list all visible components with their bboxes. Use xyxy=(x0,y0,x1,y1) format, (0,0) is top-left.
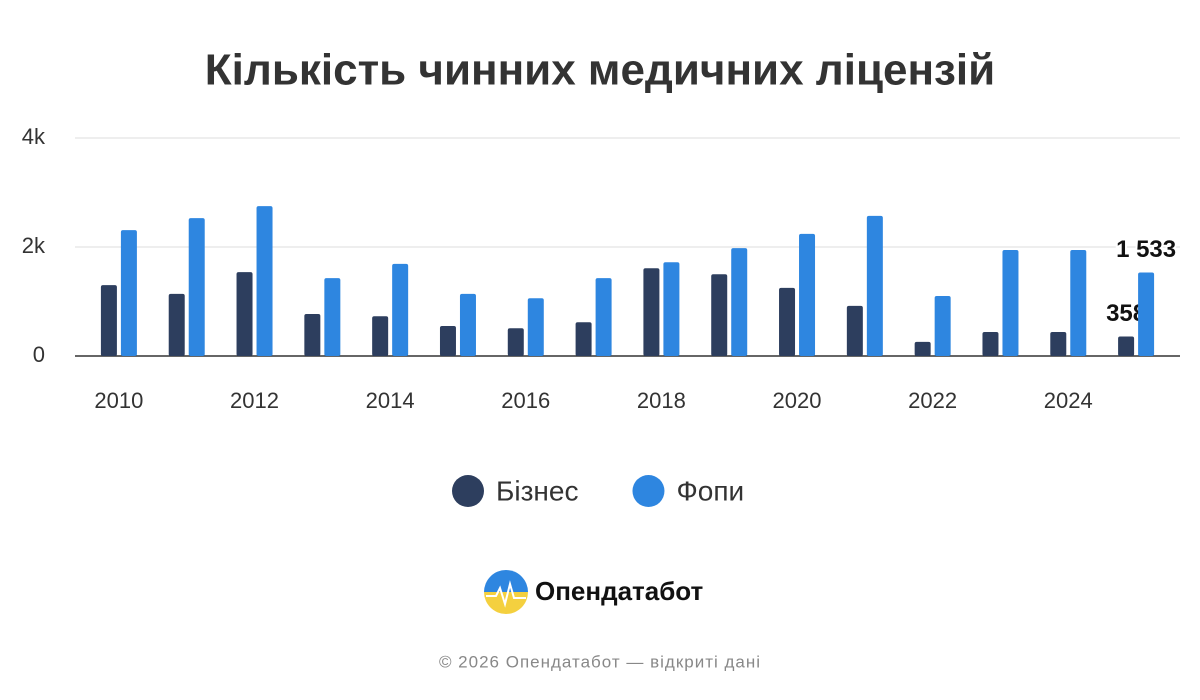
bar xyxy=(799,233,816,356)
x-tick-label: 2020 xyxy=(773,388,822,413)
bar xyxy=(188,218,205,356)
bar xyxy=(236,272,253,356)
x-tick-label: 2022 xyxy=(908,388,957,413)
value-label: 1 533 xyxy=(1116,236,1176,263)
logo xyxy=(484,570,528,614)
bar xyxy=(934,296,951,356)
chart-title: Кількість чинних медичних ліцензій xyxy=(205,46,995,95)
bar xyxy=(392,263,409,356)
bar xyxy=(779,287,796,356)
bar xyxy=(439,326,456,356)
bar xyxy=(100,285,117,356)
x-tick-label: 2024 xyxy=(1044,388,1093,413)
x-tick-label: 2014 xyxy=(366,388,415,413)
bar xyxy=(731,248,748,356)
legend-label: Фопи xyxy=(676,475,744,506)
y-tick-label: 0 xyxy=(33,342,45,367)
y-tick-label: 4k xyxy=(22,124,46,149)
bar xyxy=(711,274,728,356)
bar xyxy=(846,305,863,356)
bar xyxy=(256,206,273,356)
bar xyxy=(1070,249,1087,356)
legend-marker xyxy=(452,475,484,507)
bar xyxy=(1050,332,1067,356)
x-tick-label: 2012 xyxy=(230,388,279,413)
bar xyxy=(575,322,592,356)
bar xyxy=(527,298,544,356)
bar xyxy=(982,332,999,356)
bar xyxy=(324,278,341,356)
footer: © 2026 Опендатабот — відкриті дані xyxy=(439,652,761,671)
bar xyxy=(1138,272,1155,356)
bar xyxy=(304,314,321,356)
bar xyxy=(643,268,660,356)
bar xyxy=(168,293,185,356)
bar xyxy=(595,278,612,356)
bar xyxy=(459,293,476,356)
bar xyxy=(120,230,137,356)
legend-label: Бізнес xyxy=(496,475,578,506)
bar xyxy=(1002,249,1019,356)
x-tick-label: 2018 xyxy=(637,388,686,413)
bar xyxy=(866,215,883,356)
bar xyxy=(914,341,931,356)
bar xyxy=(1118,336,1135,356)
legend-marker xyxy=(632,475,665,507)
bar xyxy=(372,316,389,356)
bar xyxy=(663,262,680,356)
x-tick-label: 2016 xyxy=(501,388,550,413)
bar xyxy=(507,328,524,356)
brand: Опендатабот xyxy=(535,576,704,606)
x-tick-label: 2010 xyxy=(94,388,143,413)
y-tick-label: 2k xyxy=(22,233,46,258)
